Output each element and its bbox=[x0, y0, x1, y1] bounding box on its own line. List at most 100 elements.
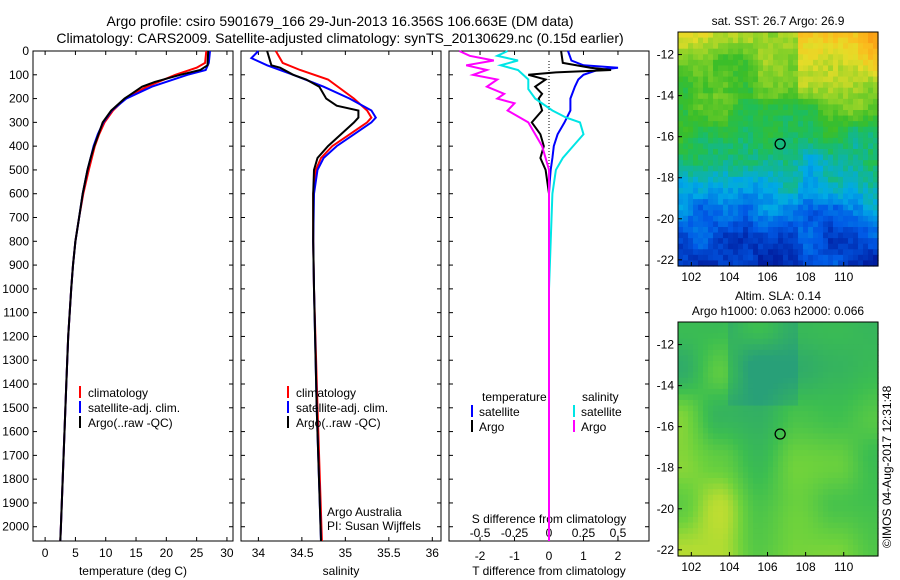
map-cell bbox=[733, 260, 739, 267]
map-cell bbox=[693, 344, 699, 351]
map-cell bbox=[863, 165, 869, 172]
map-cell bbox=[768, 528, 774, 535]
map-cell bbox=[773, 254, 779, 262]
map-cell bbox=[693, 466, 699, 474]
map-cell bbox=[678, 349, 684, 357]
map-cell bbox=[708, 76, 714, 83]
map-cell bbox=[773, 48, 779, 55]
map-cell bbox=[853, 143, 859, 150]
map-cell bbox=[838, 433, 844, 440]
map-cell bbox=[818, 204, 824, 211]
map-cell bbox=[698, 517, 704, 524]
map-cell bbox=[753, 517, 759, 524]
map-cell bbox=[813, 422, 819, 429]
map-cell bbox=[868, 149, 874, 156]
map-cell bbox=[763, 171, 769, 178]
map-cell bbox=[753, 182, 759, 189]
map-cell bbox=[763, 160, 769, 167]
map-cell bbox=[703, 115, 709, 122]
map-cell bbox=[858, 517, 864, 524]
map-cell bbox=[848, 550, 854, 557]
map-cell bbox=[708, 388, 714, 396]
map-cell bbox=[853, 54, 859, 61]
map-cell bbox=[778, 349, 784, 357]
map-cell bbox=[873, 478, 879, 485]
map-cell bbox=[713, 383, 719, 390]
map-cell bbox=[808, 405, 814, 412]
map-cell bbox=[808, 322, 814, 329]
map-cell bbox=[793, 110, 799, 117]
map-cell bbox=[703, 121, 709, 128]
map-cell bbox=[713, 93, 719, 100]
map-cell bbox=[708, 416, 714, 423]
map-cell bbox=[828, 76, 834, 83]
map-cell bbox=[828, 377, 834, 384]
map-cell bbox=[683, 193, 689, 200]
map-cell bbox=[698, 444, 704, 451]
map-cell bbox=[723, 349, 729, 357]
map-cell bbox=[868, 115, 874, 122]
map-cell bbox=[863, 132, 869, 139]
map-cell bbox=[838, 98, 844, 106]
map-cell bbox=[853, 149, 859, 156]
map-cell bbox=[818, 165, 824, 172]
map-cell bbox=[848, 433, 854, 440]
map-cell bbox=[808, 372, 814, 379]
map-cell bbox=[693, 59, 699, 67]
map-cell bbox=[703, 171, 709, 178]
map-cell bbox=[803, 394, 809, 401]
map-cell bbox=[778, 82, 784, 89]
map-cell bbox=[838, 160, 844, 167]
map-cell bbox=[768, 227, 774, 234]
map-cell bbox=[833, 427, 839, 435]
map-cell bbox=[778, 48, 784, 55]
map-cell bbox=[848, 533, 854, 540]
map-cell bbox=[718, 121, 724, 128]
map-cell bbox=[833, 483, 839, 490]
map-cell bbox=[753, 32, 759, 39]
map-cell bbox=[748, 494, 754, 501]
map-cell bbox=[773, 461, 779, 468]
map-cell bbox=[743, 400, 749, 407]
map-cell bbox=[688, 372, 694, 379]
map-cell bbox=[858, 394, 864, 401]
map-cell bbox=[708, 221, 714, 228]
map-cell bbox=[818, 215, 824, 223]
map-cell bbox=[718, 215, 724, 223]
map-cell bbox=[708, 544, 714, 552]
map-cell bbox=[738, 215, 744, 223]
map-cell bbox=[753, 450, 759, 457]
map-cell bbox=[753, 550, 759, 557]
map-cell bbox=[798, 221, 804, 228]
map-cell bbox=[873, 121, 879, 128]
map-cell bbox=[808, 383, 814, 390]
map-cell bbox=[803, 405, 809, 412]
map-cell bbox=[713, 221, 719, 228]
map-cell bbox=[803, 372, 809, 379]
legend-swatch bbox=[573, 420, 575, 432]
map-cell bbox=[708, 439, 714, 446]
map-cell bbox=[828, 511, 834, 518]
map-cell bbox=[788, 444, 794, 451]
map-cell bbox=[758, 59, 764, 67]
map-cell bbox=[723, 221, 729, 228]
map-cell bbox=[693, 322, 699, 329]
map-cell bbox=[818, 188, 824, 195]
map-cell bbox=[713, 232, 719, 239]
map-cell bbox=[858, 450, 864, 457]
map-cell bbox=[843, 439, 849, 446]
map-cell bbox=[743, 349, 749, 357]
map-cell bbox=[723, 500, 729, 507]
map-cell bbox=[793, 254, 799, 262]
map-cell bbox=[763, 48, 769, 55]
map-cell bbox=[813, 466, 819, 474]
map-cell bbox=[848, 327, 854, 334]
map-cell bbox=[863, 110, 869, 117]
map-cell bbox=[798, 87, 804, 94]
map-cell bbox=[748, 550, 754, 557]
map-cell bbox=[773, 483, 779, 490]
map-cell bbox=[733, 405, 739, 412]
map-cell bbox=[818, 405, 824, 412]
map-cell bbox=[863, 338, 869, 345]
map-cell bbox=[693, 71, 699, 78]
